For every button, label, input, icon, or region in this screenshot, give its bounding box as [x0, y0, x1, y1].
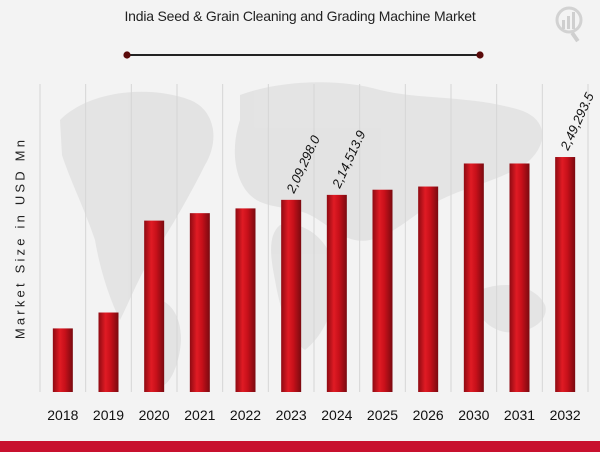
chart-title: India Seed & Grain Cleaning and Grading …: [124, 8, 476, 24]
x-tick-label-2019: 2019: [93, 407, 124, 423]
timeline-start-dot: [123, 51, 131, 59]
x-tick-label-2024: 2024: [321, 407, 352, 423]
bar-2031: [509, 163, 530, 392]
bar-2019: [98, 312, 119, 392]
x-tick-labels: 2018 2019 2020 2021 2022 2023 2024 2025 2026 2030…: [47, 407, 581, 423]
bar-2020: [144, 220, 165, 392]
bar-2025: [372, 189, 393, 392]
data-label-2032: 2,49,293.5: [557, 90, 597, 154]
x-tick-label-2023: 2023: [276, 407, 307, 423]
bar-2023: [281, 199, 302, 392]
x-tick-label-2018: 2018: [47, 407, 78, 423]
bars: [52, 157, 576, 392]
bar-2018: [52, 328, 73, 392]
x-tick-label-2025: 2025: [367, 407, 398, 423]
x-tick-label-2031: 2031: [504, 407, 535, 423]
bar-2026: [418, 186, 439, 392]
bottom-accent-bar: [0, 441, 600, 452]
timeline-end-dot: [476, 51, 484, 59]
x-tick-label-2022: 2022: [230, 407, 261, 423]
bar-2021: [189, 213, 210, 392]
x-tick-label-2026: 2026: [413, 407, 444, 423]
x-tick-label-2032: 2032: [550, 407, 581, 423]
x-tick-label-2030: 2030: [458, 407, 489, 423]
bar-2032: [555, 157, 576, 392]
gridlines: [39, 84, 589, 392]
x-tick-label-2021: 2021: [184, 407, 215, 423]
y-axis-label: Market Size in USD Mn: [12, 136, 28, 340]
bar-2024: [326, 194, 347, 392]
bar-2030: [463, 163, 484, 392]
chart-logo-icon: [555, 6, 583, 43]
bar-2022: [235, 208, 256, 392]
x-tick-label-2020: 2020: [139, 407, 170, 423]
